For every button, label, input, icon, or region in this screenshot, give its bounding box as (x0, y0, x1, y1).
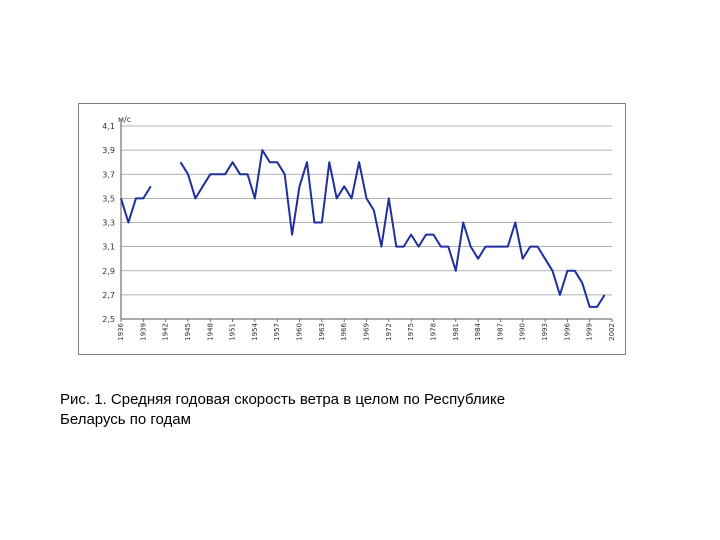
series (120, 149, 606, 308)
series-line (120, 185, 152, 224)
x-tick-label: 1972 (385, 323, 393, 341)
x-tick-label: 1954 (251, 322, 259, 340)
y-tick-label: 3,1 (102, 243, 115, 252)
x-tick-labels: 1936 1939 1942 1945 1948 1951 1954 1957 1960 1963… (117, 322, 616, 340)
y-tick-label: 3,9 (102, 146, 115, 155)
x-tick-label: 1969 (363, 323, 371, 341)
x-tick-label: 1993 (541, 323, 549, 341)
y-tick-label: 2,9 (102, 267, 115, 276)
caption-line-2: Беларусь по годам (60, 411, 191, 428)
x-tick-label: 1948 (206, 323, 214, 341)
line-chart: 4,1 3,9 3,7 3,5 3,3 3,1 2,9 2,7 2,5 1936 1939 1942… (102, 115, 616, 341)
x-tick-label: 1975 (407, 323, 415, 341)
x-tick-label: 1939 (139, 323, 147, 341)
y-tick-label: 2,5 (102, 315, 115, 324)
y-tick-label: 2,7 (102, 291, 115, 300)
x-tick-label: 1936 (117, 322, 125, 340)
y-tick-labels: 4,1 3,9 3,7 3,5 3,3 3,1 2,9 2,7 2,5 (102, 122, 115, 324)
x-tick-label: 1987 (496, 323, 504, 341)
x-tick-label: 1990 (519, 323, 527, 341)
y-tick-label: 3,3 (102, 219, 115, 228)
x-tick-label: 1942 (162, 323, 170, 341)
figure-caption: Рис. 1. Средняя годовая скорость ветра в… (60, 390, 680, 430)
y-tick-label: 3,5 (102, 194, 115, 203)
x-tick-label: 1957 (273, 323, 281, 341)
caption-line-1: Рис. 1. Средняя годовая скорость ветра в… (60, 391, 506, 408)
x-tick-label: 2002 (608, 323, 616, 341)
x-tick-label: 1984 (474, 322, 482, 340)
x-tick-label: 1945 (184, 323, 192, 341)
y-axis-unit-label: м/с (118, 115, 131, 124)
series-line (179, 149, 606, 308)
axes (120, 120, 613, 322)
chart-frame: 4,1 3,9 3,7 3,5 3,3 3,1 2,9 2,7 2,5 1936 1939 1942… (78, 103, 626, 355)
x-tick-label: 1996 (563, 322, 571, 340)
x-tick-label: 1978 (429, 323, 437, 341)
y-tick-label: 4,1 (102, 122, 115, 131)
x-tick-label: 1981 (452, 323, 460, 341)
x-tick-label: 1963 (318, 323, 326, 341)
x-tick-label: 1966 (340, 322, 348, 340)
x-tick-label: 1999 (586, 323, 594, 341)
grid-lines (121, 125, 612, 320)
x-tick-label: 1960 (296, 323, 304, 341)
y-tick-label: 3,7 (102, 170, 115, 179)
x-tick-label: 1951 (229, 323, 237, 341)
